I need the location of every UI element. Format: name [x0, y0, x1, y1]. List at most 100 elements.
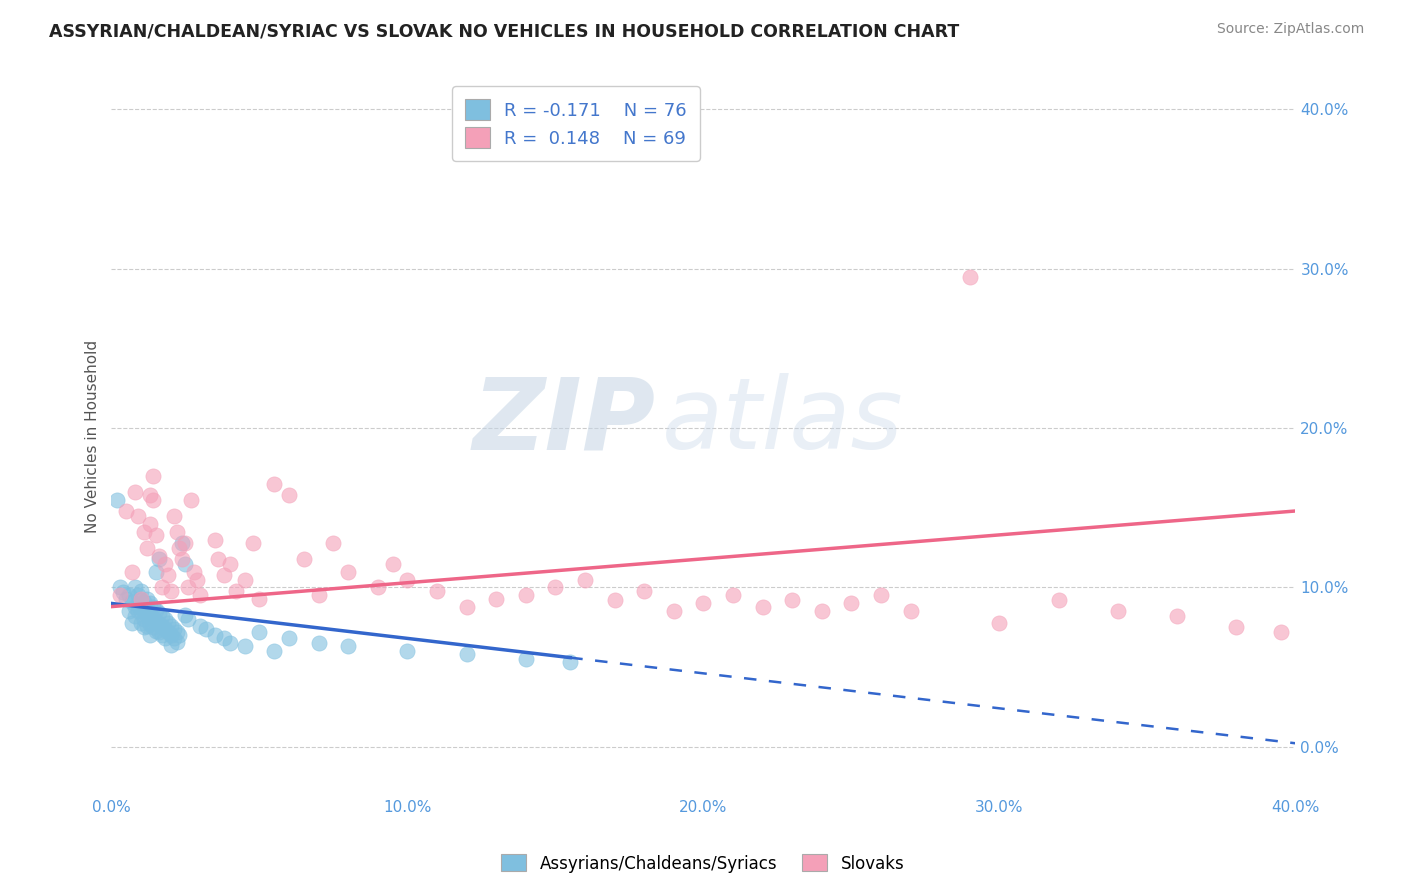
- Point: [292, 551, 315, 566]
- Point: [156, 625, 179, 640]
- Point: [225, 583, 247, 598]
- Point: [1225, 620, 1247, 634]
- Point: [166, 634, 188, 648]
- Point: [1047, 593, 1070, 607]
- Point: [118, 589, 141, 603]
- Point: [150, 609, 173, 624]
- Point: [129, 591, 152, 606]
- Point: [148, 625, 170, 640]
- Point: [105, 492, 128, 507]
- Point: [142, 599, 165, 614]
- Point: [162, 632, 184, 646]
- Point: [169, 628, 191, 642]
- Point: [308, 589, 330, 603]
- Point: [115, 591, 138, 606]
- Point: [153, 557, 176, 571]
- Point: [136, 601, 159, 615]
- Point: [156, 567, 179, 582]
- Point: [174, 557, 197, 571]
- Point: [188, 589, 211, 603]
- Point: [218, 557, 240, 571]
- Point: [233, 573, 256, 587]
- Point: [172, 551, 194, 566]
- Point: [263, 644, 285, 658]
- Point: [136, 609, 159, 624]
- Text: Source: ZipAtlas.com: Source: ZipAtlas.com: [1216, 22, 1364, 37]
- Point: [159, 628, 181, 642]
- Point: [129, 615, 152, 630]
- Point: [183, 565, 205, 579]
- Point: [139, 488, 162, 502]
- Point: [396, 573, 419, 587]
- Point: [174, 607, 197, 622]
- Point: [150, 619, 173, 633]
- Point: [148, 617, 170, 632]
- Point: [145, 603, 167, 617]
- Point: [337, 565, 360, 579]
- Point: [426, 583, 449, 598]
- Point: [139, 607, 162, 622]
- Point: [162, 622, 184, 636]
- Point: [127, 604, 149, 618]
- Point: [180, 492, 202, 507]
- Point: [544, 581, 567, 595]
- Point: [124, 484, 146, 499]
- Point: [195, 622, 218, 636]
- Point: [560, 656, 582, 670]
- Point: [177, 612, 200, 626]
- Point: [148, 606, 170, 620]
- Point: [142, 611, 165, 625]
- Point: [142, 492, 165, 507]
- Point: [263, 476, 285, 491]
- Point: [156, 615, 179, 630]
- Point: [150, 581, 173, 595]
- Point: [124, 581, 146, 595]
- Point: [145, 624, 167, 638]
- Point: [662, 604, 685, 618]
- Point: [153, 622, 176, 636]
- Point: [988, 615, 1011, 630]
- Point: [112, 585, 135, 599]
- Point: [127, 598, 149, 612]
- Point: [212, 632, 235, 646]
- Point: [142, 469, 165, 483]
- Point: [278, 488, 301, 502]
- Point: [124, 599, 146, 614]
- Point: [129, 604, 152, 618]
- Point: [110, 581, 132, 595]
- Point: [132, 620, 155, 634]
- Point: [780, 593, 803, 607]
- Point: [127, 508, 149, 523]
- Point: [145, 614, 167, 628]
- Point: [322, 536, 344, 550]
- Point: [367, 581, 389, 595]
- Point: [456, 599, 478, 614]
- Point: [129, 593, 152, 607]
- Point: [145, 528, 167, 542]
- Point: [153, 612, 176, 626]
- Point: [603, 593, 626, 607]
- Point: [132, 612, 155, 626]
- Point: [129, 583, 152, 598]
- Point: [172, 536, 194, 550]
- Point: [870, 589, 893, 603]
- Point: [118, 604, 141, 618]
- Point: [174, 536, 197, 550]
- Point: [142, 620, 165, 634]
- Point: [121, 615, 143, 630]
- Point: [207, 551, 229, 566]
- Point: [162, 508, 184, 523]
- Point: [169, 541, 191, 555]
- Point: [204, 628, 226, 642]
- Point: [124, 609, 146, 624]
- Point: [242, 536, 264, 550]
- Point: [841, 596, 863, 610]
- Point: [249, 625, 271, 640]
- Point: [485, 591, 508, 606]
- Legend: Assyrians/Chaldeans/Syriacs, Slovaks: Assyrians/Chaldeans/Syriacs, Slovaks: [495, 847, 911, 880]
- Text: ZIP: ZIP: [472, 373, 657, 470]
- Point: [1107, 604, 1129, 618]
- Point: [159, 619, 181, 633]
- Point: [139, 516, 162, 531]
- Point: [110, 589, 132, 603]
